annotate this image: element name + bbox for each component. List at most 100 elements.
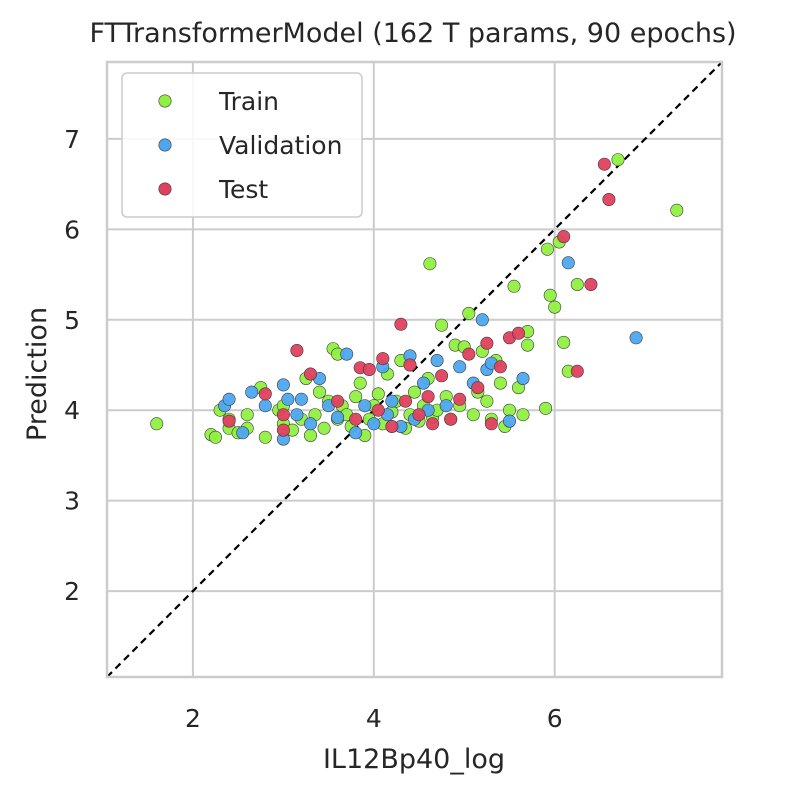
- data-point-test: [258, 387, 272, 401]
- data-point-test: [290, 343, 304, 357]
- data-point-test: [597, 157, 611, 171]
- data-point-test: [349, 412, 363, 426]
- data-point-validation: [561, 256, 575, 270]
- legend: Train Validation Test: [121, 72, 363, 218]
- data-point-validation: [294, 392, 308, 406]
- data-point-test: [602, 193, 616, 207]
- data-point-train: [516, 408, 530, 422]
- data-point-validation: [358, 399, 372, 413]
- data-point-train: [548, 300, 562, 314]
- data-point-train: [407, 385, 421, 399]
- data-point-validation: [502, 414, 516, 428]
- data-point-test: [444, 412, 458, 426]
- data-point-validation: [349, 426, 363, 440]
- y-tick-label: 2: [64, 577, 80, 606]
- legend-label-train: Train: [218, 87, 279, 116]
- data-point-test: [376, 352, 390, 366]
- data-point-test: [394, 317, 408, 331]
- legend-marker-test: [158, 182, 172, 196]
- data-point-train: [150, 417, 164, 431]
- legend-label-validation: Validation: [219, 131, 342, 160]
- data-point-train: [507, 279, 521, 293]
- data-point-test: [385, 419, 399, 433]
- data-point-train: [521, 338, 535, 352]
- data-point-validation: [629, 331, 643, 345]
- legend-marker-validation: [158, 138, 172, 152]
- y-tick-label: 3: [64, 487, 80, 516]
- data-point-test: [276, 408, 290, 422]
- data-point-train: [317, 421, 331, 435]
- data-point-test: [511, 326, 525, 340]
- data-point-test: [398, 394, 412, 408]
- data-point-validation: [475, 313, 489, 327]
- data-point-validation: [430, 353, 444, 367]
- data-point-train: [611, 153, 625, 167]
- x-tick-label: 4: [366, 704, 382, 733]
- data-point-test: [303, 367, 317, 381]
- data-point-train: [353, 376, 367, 390]
- data-point-train: [539, 401, 553, 415]
- data-point-train: [462, 306, 476, 320]
- data-point-validation: [276, 378, 290, 392]
- x-tick-labels: 2 4 6: [185, 704, 563, 733]
- data-point-test: [453, 392, 467, 406]
- y-tick-label: 6: [64, 215, 80, 244]
- data-point-train: [493, 376, 507, 390]
- data-point-test: [435, 369, 449, 383]
- plot-frame: [105, 60, 724, 679]
- data-point-validation: [331, 410, 345, 424]
- data-point-test: [276, 423, 290, 437]
- x-axis-label: IL12Bp40_log: [323, 744, 505, 775]
- data-point-train: [670, 203, 684, 217]
- data-point-test: [462, 347, 476, 361]
- data-point-train: [480, 394, 494, 408]
- x-tick-label: 6: [547, 704, 563, 733]
- data-point-test: [584, 277, 598, 291]
- y-tick-label: 5: [64, 306, 80, 335]
- data-point-train: [540, 242, 554, 256]
- data-point-train: [371, 387, 385, 401]
- data-point-train: [570, 277, 584, 291]
- data-point-test: [412, 408, 426, 422]
- y-axis-label: Prediction: [22, 307, 53, 441]
- data-point-test: [371, 403, 385, 417]
- data-point-train: [502, 403, 516, 417]
- data-point-test: [493, 360, 507, 374]
- data-point-train: [557, 335, 571, 349]
- data-point-validation: [367, 417, 381, 431]
- data-point-train: [258, 430, 272, 444]
- data-point-validation: [290, 408, 304, 422]
- legend-label-test: Test: [218, 175, 268, 204]
- data-point-test: [471, 381, 485, 395]
- y-tick-label: 4: [64, 396, 80, 425]
- data-point-test: [362, 362, 376, 376]
- chart-title: FTTransformerModel (162 T params, 90 epo…: [89, 18, 736, 49]
- data-point-train: [240, 408, 254, 422]
- data-point-train: [349, 390, 363, 404]
- data-point-train: [423, 257, 437, 271]
- data-point-test: [557, 230, 571, 244]
- legend-box: [121, 72, 363, 218]
- data-points: [150, 153, 684, 446]
- data-point-train: [303, 428, 317, 442]
- data-point-test: [480, 336, 494, 350]
- data-point-validation: [236, 426, 250, 440]
- data-point-validation: [439, 399, 453, 413]
- data-point-train: [543, 288, 557, 302]
- data-point-validation: [258, 399, 272, 413]
- x-tick-label: 2: [185, 704, 201, 733]
- data-point-validation: [416, 376, 430, 390]
- data-point-validation: [453, 360, 467, 374]
- legend-marker-train: [158, 94, 172, 108]
- data-point-test: [426, 417, 440, 431]
- data-point-validation: [245, 385, 259, 399]
- series-validation: [218, 256, 643, 446]
- data-point-train: [435, 318, 449, 332]
- data-point-test: [421, 390, 435, 404]
- data-point-test: [570, 364, 584, 378]
- data-point-validation: [340, 347, 354, 361]
- data-point-test: [403, 358, 417, 372]
- data-point-train: [312, 385, 326, 399]
- data-point-train: [209, 430, 223, 444]
